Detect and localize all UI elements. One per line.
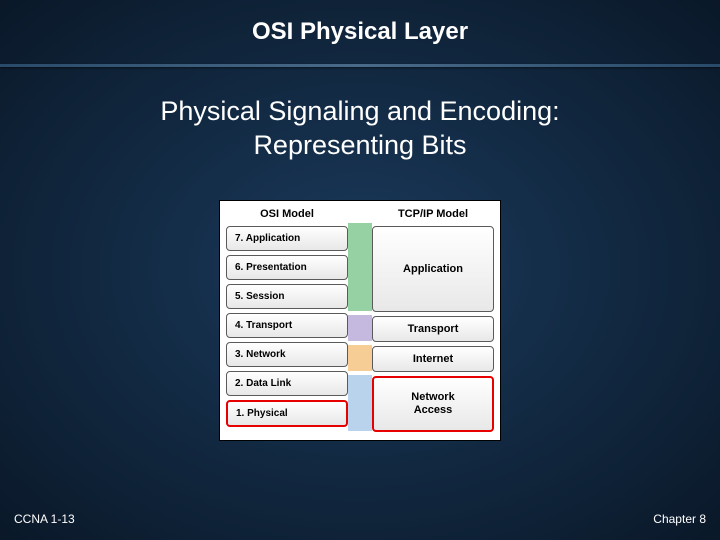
tcpip-layer-label: NetworkAccess: [411, 391, 454, 417]
osi-layer-presentation: 6. Presentation: [226, 255, 348, 280]
osi-layer-transport: 4. Transport: [226, 313, 348, 338]
tcpip-layer-label: Transport: [408, 323, 459, 335]
osi-header: OSI Model: [226, 205, 348, 226]
footer-left: CCNA 1-13: [14, 512, 75, 526]
tcpip-layer-label: Application: [403, 263, 463, 275]
slide-title: OSI Physical Layer: [0, 0, 720, 46]
tcpip-column: TCP/IP Model Application Transport Inter…: [372, 205, 494, 436]
title-underline: [0, 64, 720, 67]
tcpip-layer-transport: Transport: [372, 316, 494, 342]
osi-layer-physical: 1. Physical: [226, 400, 348, 427]
tcpip-layer-label: Internet: [413, 353, 453, 365]
model-diagram: OSI Model 7. Application 6. Presentation…: [219, 200, 501, 441]
subtitle-line-2: Representing Bits: [253, 130, 466, 160]
tcpip-layer-network-access: NetworkAccess: [372, 376, 494, 432]
osi-layer-application: 7. Application: [226, 226, 348, 251]
footer-right: Chapter 8: [653, 512, 706, 526]
osi-column: OSI Model 7. Application 6. Presentation…: [226, 205, 348, 436]
tcpip-header: TCP/IP Model: [372, 205, 494, 226]
osi-layer-session: 5. Session: [226, 284, 348, 309]
osi-layer-network: 3. Network: [226, 342, 348, 367]
tcpip-layer-internet: Internet: [372, 346, 494, 372]
tcpip-layer-application: Application: [372, 226, 494, 312]
subtitle-line-1: Physical Signaling and Encoding:: [160, 96, 559, 126]
connector-spacer: [356, 205, 364, 436]
slide-subtitle: Physical Signaling and Encoding: Represe…: [0, 95, 720, 163]
osi-layer-datalink: 2. Data Link: [226, 371, 348, 396]
